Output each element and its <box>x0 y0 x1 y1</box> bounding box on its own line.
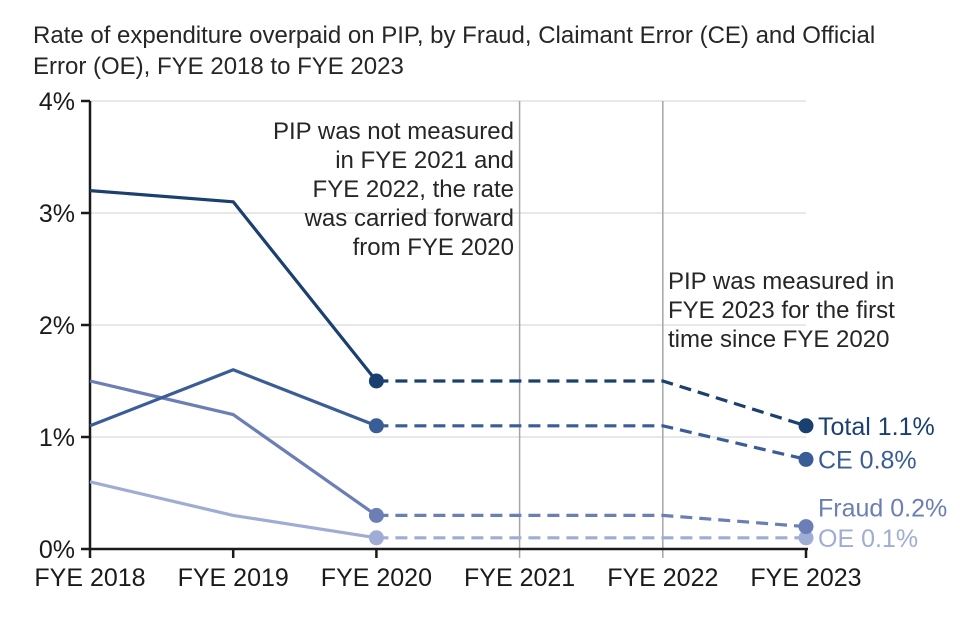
x-tick-label-FYE-2023: FYE 2023 <box>750 564 861 592</box>
series-line-fraud-carried-forward <box>376 513 807 529</box>
x-tick-label-FYE-2021: FYE 2021 <box>464 564 575 592</box>
chart-title: Rate of expenditure overpaid on PIP, by … <box>33 22 876 80</box>
point-ce-FYE-2020 <box>368 418 384 434</box>
series-line-total-solid <box>89 189 378 382</box>
y-tick-label-3%: 3% <box>39 200 75 228</box>
point-total-FYE-2023 <box>798 418 814 434</box>
series-end-label-ce: CE 0.8% <box>818 446 917 474</box>
point-oe-FYE-2020 <box>368 530 384 546</box>
point-fraud-FYE-2023 <box>798 519 814 535</box>
series-end-label-fraud: Fraud 0.2% <box>818 495 947 523</box>
annotation-not-measured: PIP was not measured in FYE 2021 and FYE… <box>272 118 514 261</box>
x-tick-label-FYE-2018: FYE 2018 <box>34 564 145 592</box>
y-tick-label-1%: 1% <box>39 424 75 452</box>
y-tick-label-2%: 2% <box>39 312 75 340</box>
point-ce-FYE-2023 <box>798 451 814 467</box>
annotation-measured: PIP was measured in FYE 2023 for the fir… <box>668 268 895 353</box>
series-line-total-carried-forward <box>376 379 807 428</box>
point-fraud-FYE-2020 <box>368 507 384 523</box>
x-tick-label-FYE-2019: FYE 2019 <box>178 564 289 592</box>
y-tick-label-4%: 4% <box>39 88 75 116</box>
series-line-ce-solid <box>89 368 377 428</box>
point-total-FYE-2020 <box>368 373 384 389</box>
series-line-oe-solid <box>89 480 377 540</box>
point-oe-FYE-2023 <box>798 530 814 546</box>
y-tick-label-0%: 0% <box>39 536 75 564</box>
series-end-label-oe: OE 0.1% <box>818 525 918 553</box>
series-line-fraud-solid <box>89 379 378 517</box>
series-line-ce-carried-forward <box>376 424 807 461</box>
x-tick-label-FYE-2022: FYE 2022 <box>607 564 718 592</box>
x-tick-label-FYE-2020: FYE 2020 <box>321 564 432 592</box>
series-end-label-total: Total 1.1% <box>818 413 935 441</box>
